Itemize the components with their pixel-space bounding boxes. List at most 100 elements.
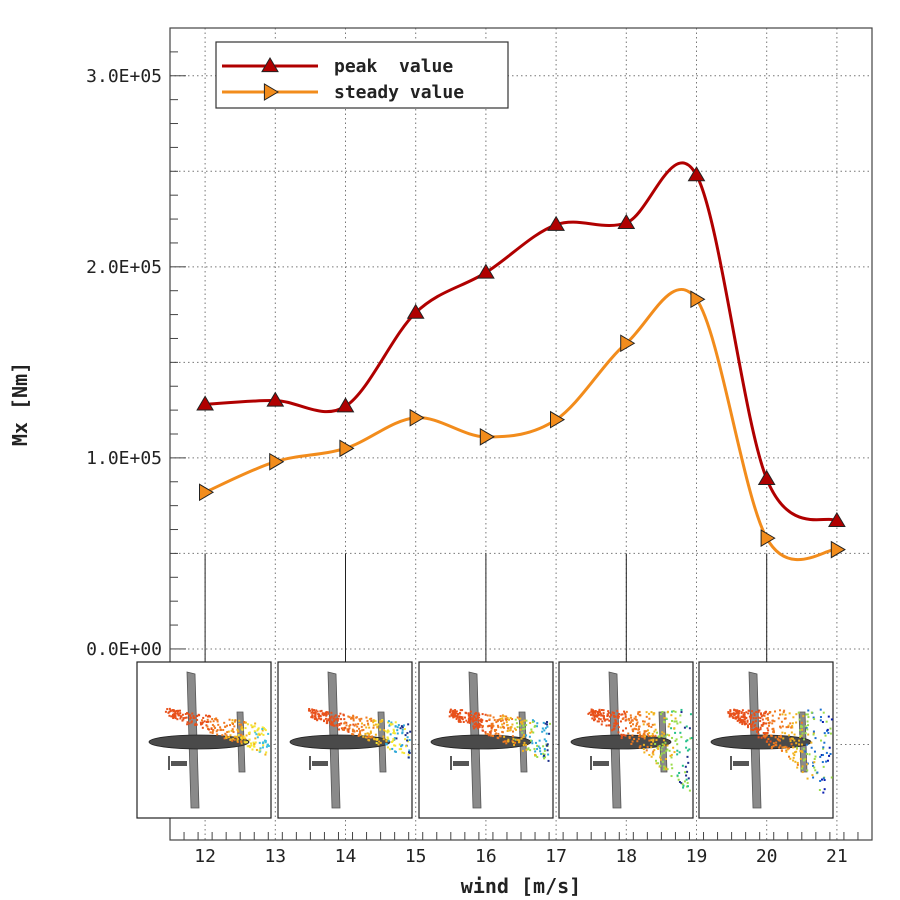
wake-particle <box>392 728 395 731</box>
wake-particle <box>214 726 217 729</box>
wake-particle <box>823 732 826 735</box>
wake-particle <box>340 722 343 725</box>
wake-particle <box>364 733 367 736</box>
wake-particle <box>829 732 832 735</box>
wake-particle <box>588 711 591 714</box>
wake-particle <box>647 725 650 728</box>
wake-particle <box>650 746 653 749</box>
wake-particle <box>517 739 520 742</box>
wake-particle <box>642 723 645 726</box>
wake-particle <box>798 718 801 721</box>
wake-particle <box>671 767 674 770</box>
wake-particle <box>520 737 523 740</box>
wake-particle <box>645 715 648 718</box>
wake-particle <box>511 735 514 738</box>
wake-particle <box>228 736 231 739</box>
wake-particle <box>547 753 550 756</box>
wake-particle <box>486 725 489 728</box>
wake-particle <box>327 718 330 721</box>
wake-particle <box>473 723 476 726</box>
wake-particle <box>587 712 590 715</box>
wake-particle <box>812 730 815 733</box>
wake-particle <box>659 756 662 759</box>
wake-particle <box>387 730 390 733</box>
wake-particle <box>736 709 739 712</box>
wake-particle <box>339 712 342 715</box>
wake-particle <box>254 737 257 740</box>
wake-particle <box>499 718 502 721</box>
wake-particle <box>200 723 203 726</box>
wake-particle <box>627 732 630 735</box>
wake-particle <box>478 725 481 728</box>
wake-particle <box>674 710 677 713</box>
wake-particle <box>486 733 489 736</box>
wake-particle <box>331 724 334 727</box>
wake-particle <box>223 737 226 740</box>
wake-particle <box>648 739 651 742</box>
y-tick-label: 0.0E+00 <box>86 639 162 660</box>
wake-particle <box>782 711 785 714</box>
wake-particle <box>207 728 210 731</box>
wake-particle <box>237 730 240 733</box>
wake-particle <box>689 713 692 716</box>
wake-particle <box>785 746 788 749</box>
wake-particle <box>509 729 512 732</box>
wake-particle <box>731 712 734 715</box>
wake-particle <box>781 749 784 752</box>
wake-particle <box>456 716 459 719</box>
wake-particle <box>386 731 389 734</box>
wake-particle <box>617 712 620 715</box>
wake-particle <box>345 721 348 724</box>
wake-particle <box>468 716 471 719</box>
wake-particle <box>767 738 770 741</box>
wake-particle <box>510 726 513 729</box>
wake-particle <box>468 720 471 723</box>
wake-particle <box>403 752 406 755</box>
wake-particle <box>181 713 184 716</box>
aircraft-fuselage <box>430 734 532 750</box>
wake-particle <box>236 741 239 744</box>
wake-particle <box>799 757 802 760</box>
wake-particle <box>620 737 623 740</box>
x-tick-label: 14 <box>335 846 357 867</box>
wake-particle <box>534 753 537 756</box>
wake-particle <box>472 720 475 723</box>
wake-particle <box>666 748 669 751</box>
wake-particle <box>365 716 368 719</box>
wake-particle <box>810 746 813 749</box>
wake-particle <box>233 738 236 741</box>
wake-particle <box>743 712 746 715</box>
wake-particle <box>783 746 786 749</box>
wake-particle <box>262 744 265 747</box>
wake-particle <box>609 714 612 717</box>
wake-particle <box>544 756 547 759</box>
wake-particle <box>727 712 730 715</box>
wake-particle <box>759 726 762 729</box>
wake-particle <box>191 712 194 715</box>
wake-particle <box>330 720 333 723</box>
wake-particle <box>382 738 385 741</box>
wake-particle <box>657 762 660 765</box>
wake-particle <box>732 716 735 719</box>
wake-particle <box>194 722 197 725</box>
wake-particle <box>674 731 677 734</box>
wake-particle <box>822 711 825 714</box>
wake-particle <box>670 775 673 778</box>
wake-particle <box>245 734 248 737</box>
x-tick-label: 19 <box>686 846 708 867</box>
wake-particle <box>376 725 379 728</box>
wake-particle <box>254 722 257 725</box>
wake-particle <box>736 710 739 713</box>
wake-particle <box>796 746 799 749</box>
wake-particle <box>668 749 671 752</box>
wake-particle <box>244 721 247 724</box>
wake-particle <box>624 715 627 718</box>
wake-particle <box>529 731 532 734</box>
wake-particle <box>786 748 789 751</box>
wake-particle <box>176 712 179 715</box>
wake-particle <box>625 710 628 713</box>
wake-particle <box>537 745 540 748</box>
wake-particle <box>616 709 619 712</box>
wake-particle <box>387 739 390 742</box>
wake-particle <box>757 736 760 739</box>
